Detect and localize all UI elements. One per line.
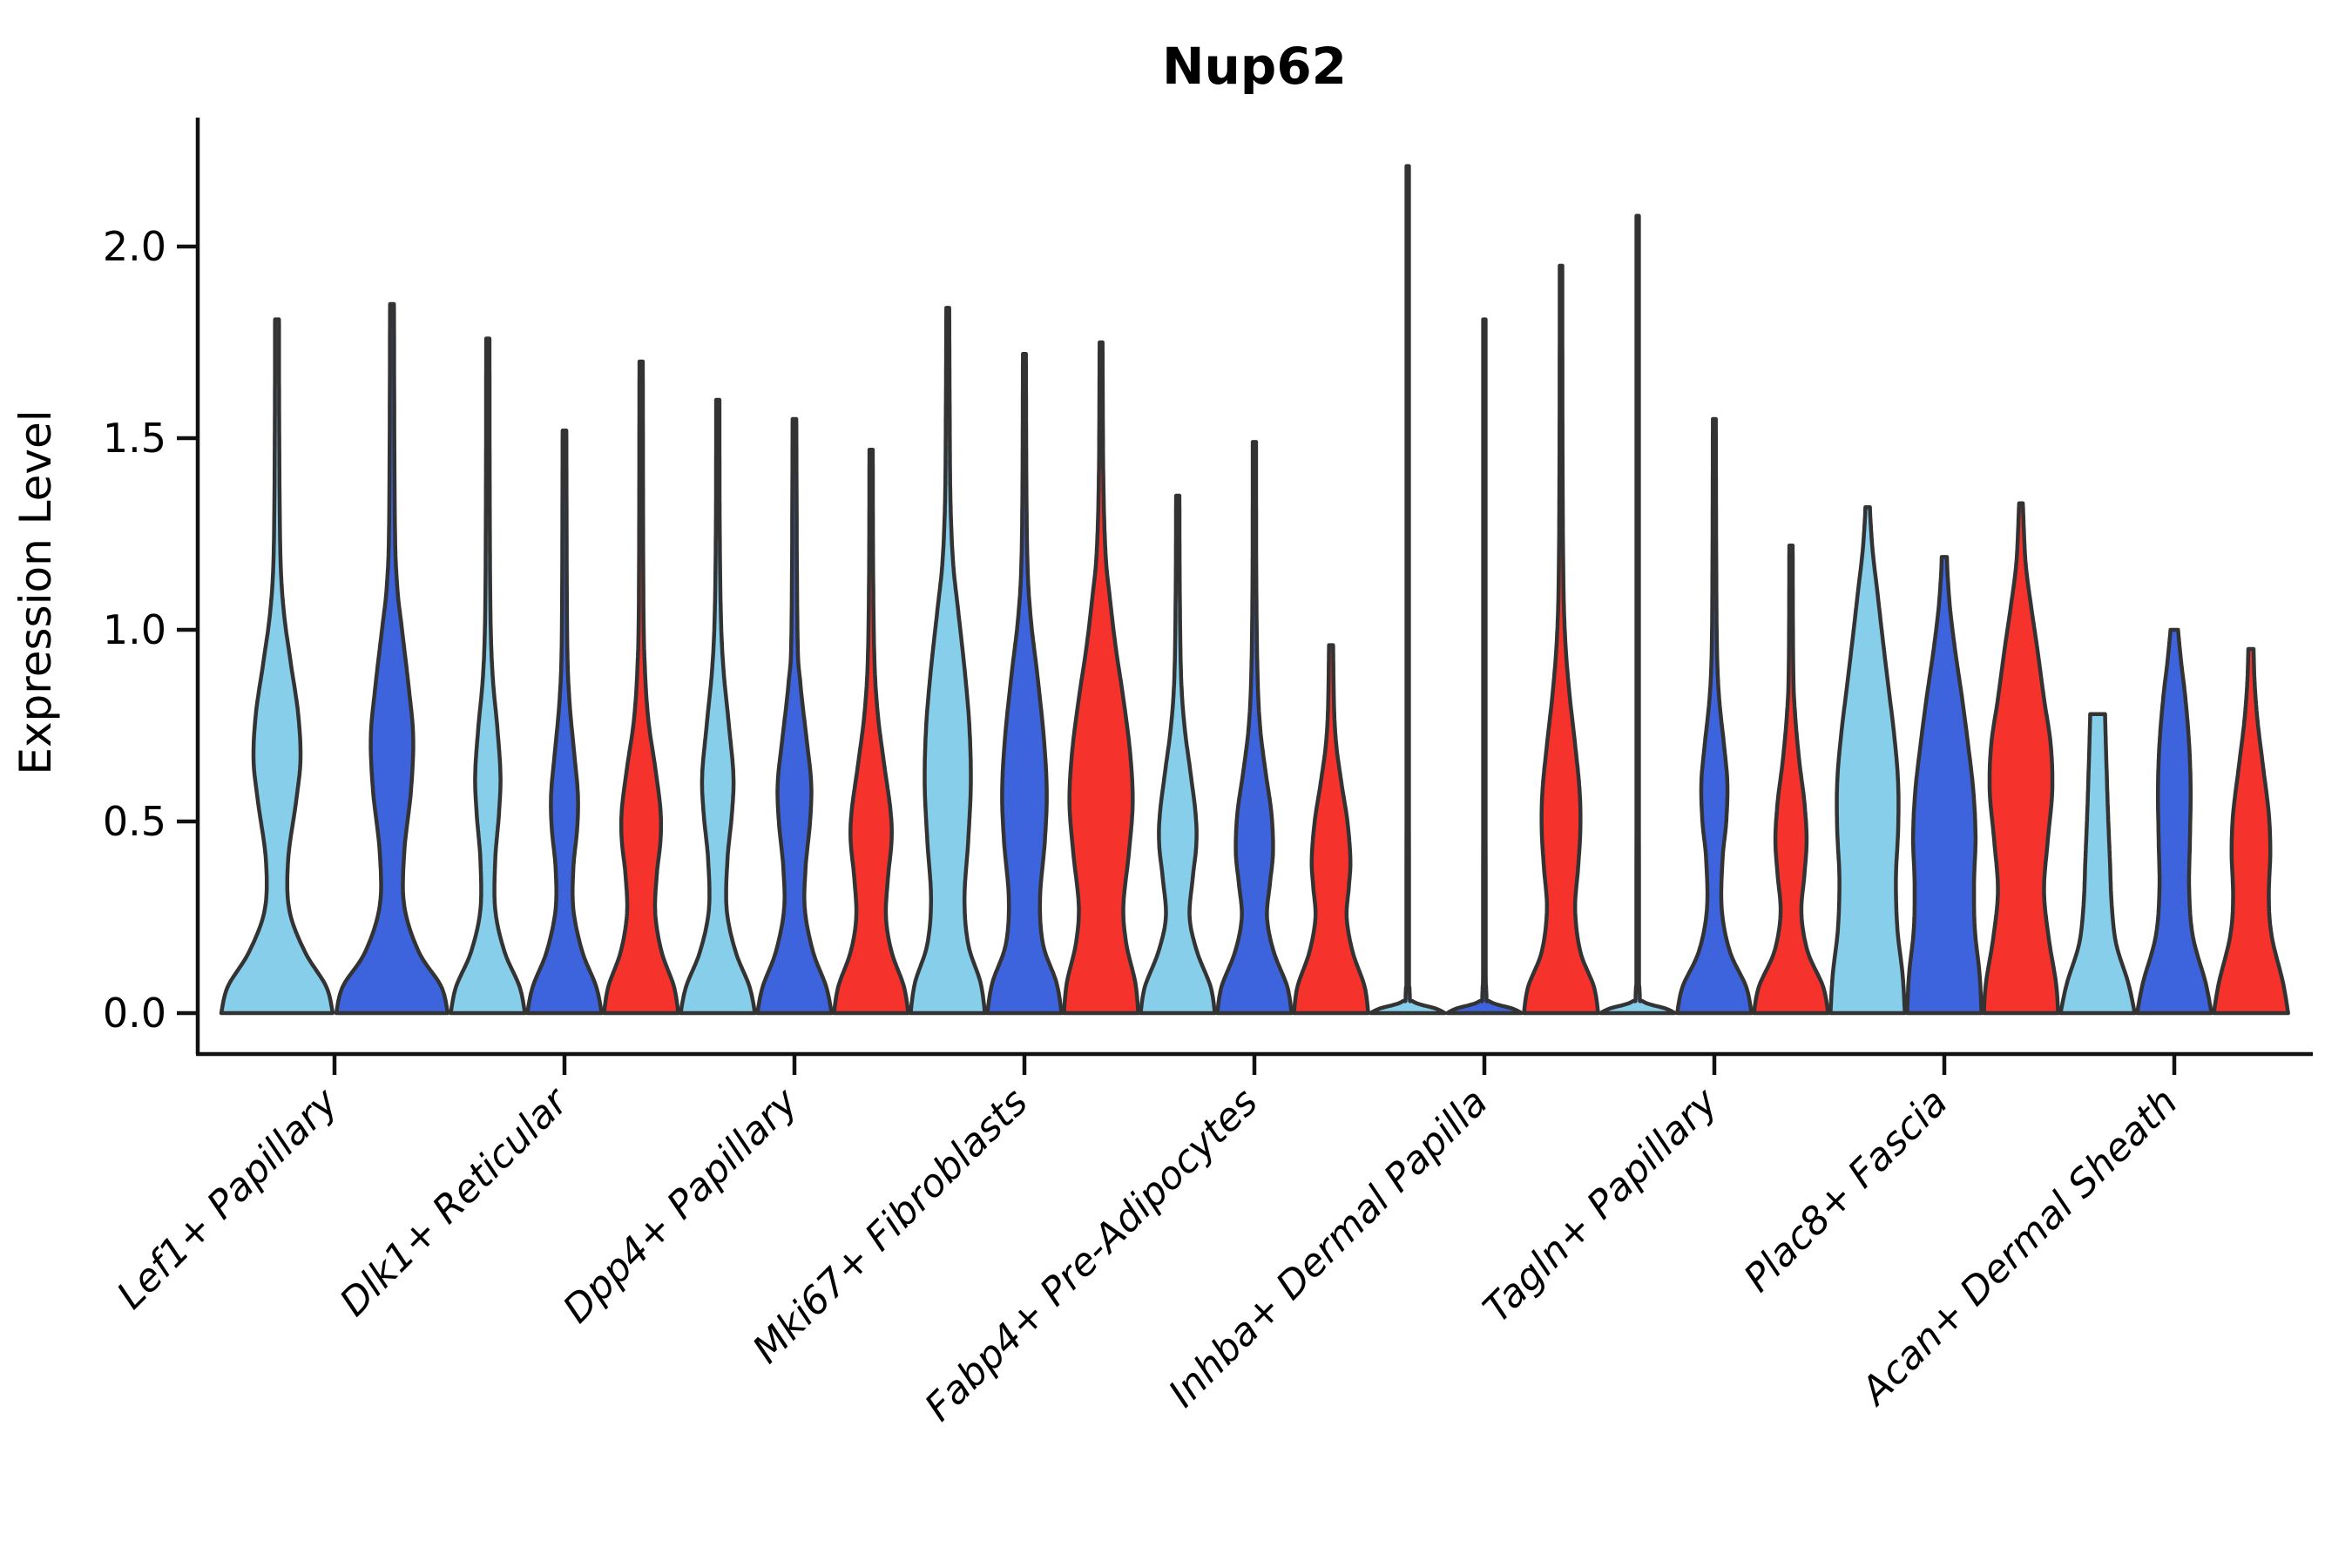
x-tick-label-dpp4-papillary: Dpp4+ Papillary bbox=[555, 1079, 808, 1332]
violin-fabp4-pre-adipocytes-blue bbox=[1215, 440, 1294, 1016]
violin-dlk1-reticular-red bbox=[602, 359, 680, 1016]
y-axis-label: Expression Level bbox=[10, 409, 61, 774]
violin-inhba-dermal-papilla-red bbox=[1522, 263, 1600, 1016]
violin-acan-dermal-sheath-lightblue bbox=[2058, 712, 2137, 1016]
violin-fabp4-pre-adipocytes-red bbox=[1292, 643, 1370, 1016]
violin-mki67-fibroblasts-blue bbox=[985, 351, 1064, 1016]
violin-plac8-fascia-red bbox=[1982, 501, 2060, 1016]
chart-title: Nup62 bbox=[1162, 37, 1347, 96]
y-tick-label: 1.5 bbox=[103, 415, 166, 462]
violin-plac8-fascia-blue bbox=[1905, 555, 1984, 1016]
violin-lef1-papillary-lightblue bbox=[219, 317, 335, 1016]
violin-mki67-fibroblasts-red bbox=[1062, 340, 1140, 1016]
x-tick-label-tagln-papillary: Tagln+ Papillary bbox=[1475, 1079, 1727, 1331]
x-tick-label-plac8-fascia: Plac8+ Fascia bbox=[1735, 1080, 1956, 1301]
violin-fabp4-pre-adipocytes-lightblue bbox=[1139, 493, 1217, 1016]
violin-dpp4-papillary-red bbox=[832, 447, 910, 1016]
y-tick-label: 2.0 bbox=[103, 223, 166, 270]
violin-mki67-fibroblasts-lightblue bbox=[909, 306, 987, 1016]
y-tick-label: 0.5 bbox=[103, 798, 166, 845]
y-tick-label: 0.0 bbox=[103, 990, 166, 1037]
violin-acan-dermal-sheath-red bbox=[2212, 646, 2290, 1016]
violins-layer bbox=[219, 164, 2290, 1016]
violin-dlk1-reticular-lightblue bbox=[449, 336, 527, 1016]
violin-acan-dermal-sheath-blue bbox=[2135, 627, 2213, 1016]
y-tick-label: 1.0 bbox=[103, 606, 166, 653]
violin-lef1-papillary-blue bbox=[334, 301, 450, 1016]
violin-inhba-dermal-papilla-lightblue bbox=[1369, 164, 1447, 1016]
violin-tagln-papillary-blue bbox=[1675, 416, 1754, 1016]
x-tick-label-dlk1-reticular: Dlk1+ Reticular bbox=[331, 1078, 578, 1325]
x-tick-label-lef1-papillary: Lef1+ Papillary bbox=[109, 1079, 348, 1318]
violin-tagln-papillary-red bbox=[1752, 543, 1830, 1016]
violin-dpp4-papillary-blue bbox=[755, 416, 834, 1016]
violin-dlk1-reticular-blue bbox=[525, 428, 604, 1016]
violin-inhba-dermal-papilla-blue bbox=[1445, 317, 1524, 1016]
violin-tagln-papillary-lightblue bbox=[1598, 213, 1677, 1016]
violin-dpp4-papillary-lightblue bbox=[679, 397, 757, 1016]
violin-plac8-fascia-lightblue bbox=[1828, 504, 1907, 1016]
